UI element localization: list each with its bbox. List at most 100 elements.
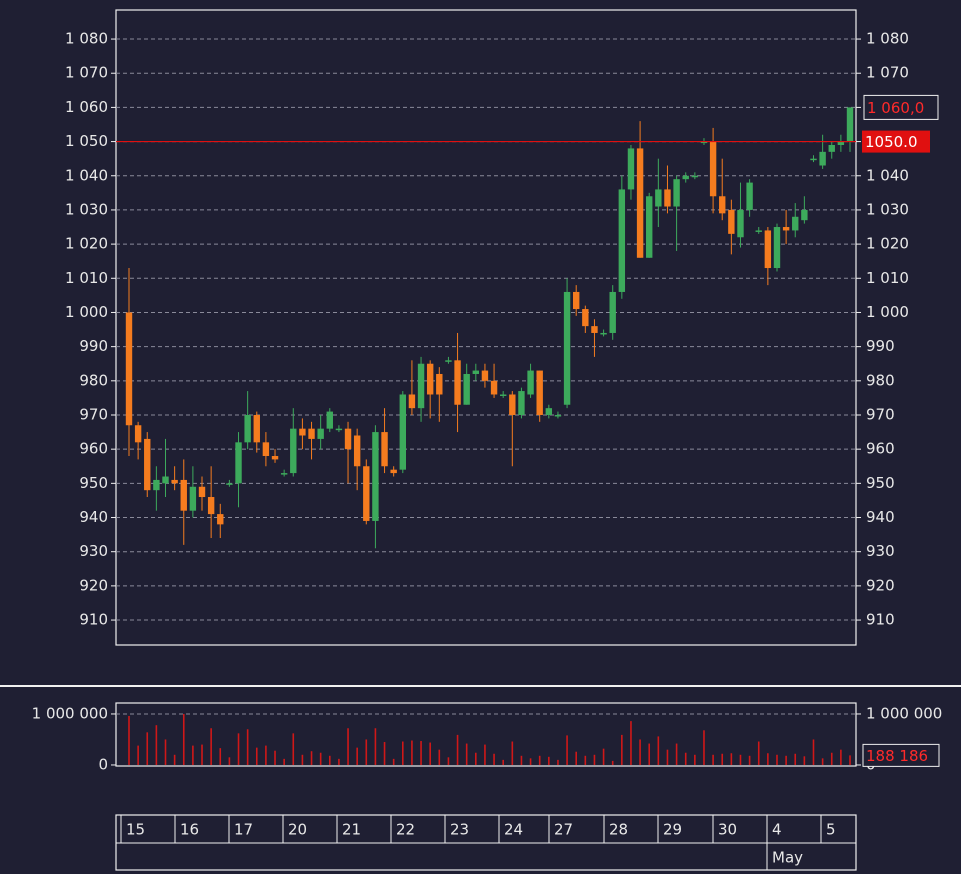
- y-tick-label: 980: [79, 371, 108, 389]
- y-tick-label: 990: [79, 337, 108, 355]
- volume-bar: [621, 734, 623, 765]
- candle-body: [709, 141, 717, 197]
- price-line-label: 1050.0: [865, 133, 918, 151]
- y2-tick-label: 1 040: [866, 166, 909, 184]
- candle-body: [317, 428, 324, 439]
- candle-body: [618, 189, 626, 292]
- candle-body: [773, 227, 781, 269]
- volume-panel: [115, 702, 857, 767]
- volume-bar: [812, 739, 815, 765]
- y-tick-label: 1 060: [65, 98, 108, 116]
- candle-body: [171, 479, 178, 484]
- y-tick-label: 910: [79, 611, 108, 629]
- candle-body: [627, 148, 635, 190]
- volume-bar: [137, 745, 139, 765]
- y-tick-label: 1 020: [65, 235, 108, 253]
- y-tick-label: 970: [79, 405, 108, 423]
- candle-body: [153, 479, 160, 491]
- candle-body: [490, 380, 498, 395]
- y-tick-label: 0: [98, 755, 108, 773]
- candle-body: [280, 473, 288, 475]
- candle-body: [536, 370, 543, 415]
- candle-body: [600, 332, 607, 335]
- y2-tick-label: 1 000 000: [866, 704, 942, 722]
- volume-bar: [255, 747, 258, 765]
- volume-bar: [429, 742, 431, 765]
- y-tick-label: 930: [79, 542, 108, 560]
- volume-bar: [210, 728, 212, 765]
- y-tick-label: 960: [79, 440, 108, 458]
- candle-body: [554, 414, 562, 417]
- candle-body: [527, 370, 534, 395]
- volume-bar: [611, 760, 614, 765]
- last-price-label: 1 060,0: [867, 99, 924, 117]
- candle-body: [563, 291, 571, 405]
- day-label: 21: [342, 821, 361, 839]
- volume-bar: [374, 728, 377, 765]
- volume-bar: [128, 716, 130, 765]
- y-tick-label: 1 050: [65, 132, 108, 150]
- candle-body: [591, 326, 598, 333]
- price-panel: [115, 9, 857, 646]
- candle-body: [655, 189, 662, 207]
- candle-body: [545, 408, 553, 415]
- candle-body: [518, 391, 525, 415]
- volume-bar: [520, 755, 523, 765]
- day-label: 27: [554, 821, 573, 839]
- volume-bar: [721, 753, 724, 765]
- volume-bar: [767, 753, 769, 765]
- candle-body: [290, 428, 297, 474]
- last-price-badge: [863, 94, 939, 120]
- candle-body: [180, 479, 187, 511]
- candle-body: [700, 141, 708, 144]
- candle-body: [244, 414, 251, 443]
- candle-body: [417, 363, 425, 409]
- candle-body: [682, 175, 689, 180]
- candle-body: [217, 514, 224, 525]
- candle-body: [691, 175, 699, 178]
- volume-bar: [328, 755, 331, 765]
- day-label: 30: [718, 821, 737, 839]
- candle-body: [499, 394, 507, 396]
- candle-body: [426, 363, 434, 395]
- volume-bar: [794, 753, 797, 765]
- y2-tick-label: 1 070: [866, 64, 909, 82]
- y2-tick-label: 950: [866, 474, 895, 492]
- candle-body: [399, 394, 406, 470]
- volume-bar: [776, 754, 778, 765]
- candle-body: [746, 182, 753, 210]
- y2-tick-label: 980: [866, 371, 895, 389]
- volume-bar: [511, 741, 514, 765]
- y2-tick-label: 920: [866, 576, 895, 594]
- volume-bar: [246, 729, 249, 765]
- candle-body: [381, 432, 388, 467]
- y-tick-label: 1 010: [65, 269, 108, 287]
- volume-bar: [785, 755, 787, 765]
- volume-bar: [228, 757, 231, 765]
- y2-tick-label: 910: [866, 611, 895, 629]
- day-label: 24: [504, 821, 523, 839]
- candle-body: [801, 209, 808, 221]
- volume-bar: [456, 734, 459, 765]
- volume-bar: [146, 732, 149, 765]
- candle-body: [308, 428, 315, 439]
- volume-bar: [493, 753, 495, 765]
- day-label: 28: [609, 821, 628, 839]
- candle-body: [226, 483, 233, 485]
- candle-body: [271, 456, 279, 460]
- candle-body: [646, 196, 653, 258]
- volume-bar: [356, 747, 358, 765]
- day-label: 17: [234, 821, 253, 839]
- candle-body: [636, 148, 644, 258]
- volume-bar: [265, 745, 267, 765]
- volume-bar: [164, 739, 167, 765]
- volume-bar: [274, 750, 276, 765]
- y2-tick-label: 960: [866, 440, 895, 458]
- volume-bar: [347, 728, 349, 765]
- y2-tick-label: 1 000: [866, 303, 909, 321]
- volume-bar: [484, 744, 486, 765]
- volume-bar: [383, 742, 386, 765]
- volume-bar: [849, 755, 851, 765]
- y-tick-label: 940: [79, 508, 108, 526]
